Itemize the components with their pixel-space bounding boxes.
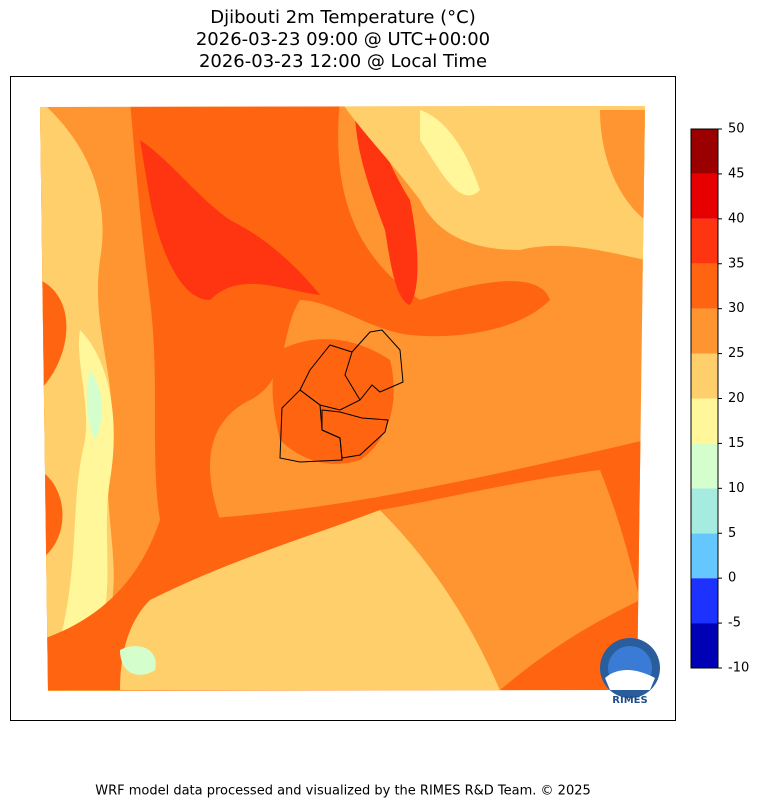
- temperature-field: [40, 106, 645, 691]
- colorbar-tick-label: 5: [728, 526, 736, 541]
- map-frame: [10, 76, 676, 721]
- colorbar-tick-label: 35: [728, 256, 745, 271]
- colorbar-tick-label: 20: [728, 391, 745, 406]
- colorbar-tick-label: 45: [728, 166, 745, 181]
- colorbar-tick-label: -10: [728, 661, 749, 676]
- logo-text: RIMES: [612, 695, 647, 706]
- colorbar-segment: [691, 129, 718, 174]
- colorbar-tick-label: 30: [728, 301, 745, 316]
- colorbar-segment: [691, 488, 718, 534]
- colorbar: -10 -5 0 5 10 15 20 25 30 35 40 45 50: [690, 122, 749, 676]
- colorbar-tick-label: 0: [728, 571, 736, 586]
- colorbar-tick-label: 40: [728, 211, 745, 226]
- colorbar-tick-label: 15: [728, 436, 745, 451]
- colorbar-segment: [691, 443, 718, 489]
- title-line: Djibouti 2m Temperature (°C): [210, 7, 476, 28]
- colorbar-tick-label: 25: [728, 346, 745, 361]
- colorbar-segment: [691, 533, 718, 579]
- footer: WRF model data processed and visualized …: [95, 784, 591, 799]
- colorbar-segment: [691, 578, 718, 624]
- colorbar-segment: [691, 173, 718, 219]
- colorbar-tick-label: 50: [728, 122, 745, 137]
- title-line: 2026-03-23 12:00 @ Local Time: [199, 51, 487, 72]
- colorbar-segment: [691, 353, 718, 399]
- border-outline: [279, 329, 404, 463]
- colorbar-tick-label: -5: [728, 616, 741, 631]
- colorbar-segment: [691, 218, 718, 264]
- colorbar-segment: [691, 263, 718, 309]
- logo: RIMES: [600, 638, 660, 706]
- colorbar-tick-label: 10: [728, 481, 745, 496]
- title-line: 2026-03-23 09:00 @ UTC+00:00: [196, 29, 490, 50]
- colorbar-segment: [691, 398, 718, 444]
- colorbar-segment: [691, 623, 718, 668]
- colorbar-segment: [691, 308, 718, 354]
